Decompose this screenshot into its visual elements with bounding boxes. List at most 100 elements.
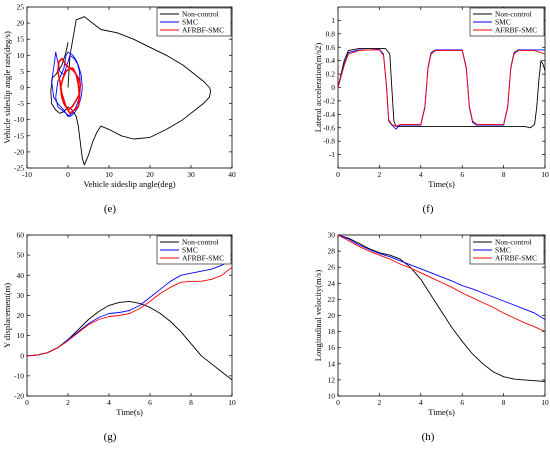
y-tick-label: 0 <box>331 83 335 92</box>
x-tick-label: 0 <box>25 398 29 407</box>
series-line-smc <box>338 235 545 320</box>
x-tick-label: 4 <box>419 398 423 407</box>
y-tick-label: -0.8 <box>323 137 335 146</box>
legend-label: AFRBF-SMC <box>182 26 224 35</box>
series-line-afrbf-smc <box>56 57 82 115</box>
panel-label: (h) <box>422 431 435 443</box>
y-tick-label: 60 <box>17 231 25 240</box>
legend-label: Non-control <box>182 238 219 247</box>
x-tick-label: 4 <box>419 170 423 179</box>
y-tick-label: 30 <box>328 231 336 240</box>
y-tick-label: 0.8 <box>326 29 336 38</box>
x-tick-label: 0 <box>336 170 340 179</box>
y-tick-label: 28 <box>328 247 336 256</box>
y-axis-label: Vehicle sideslip angle rate(deg/s) <box>2 31 12 144</box>
y-tick-label: 10 <box>17 331 25 340</box>
x-tick-label: 6 <box>460 398 464 407</box>
panel-label: (f) <box>423 203 434 215</box>
y-tick-label: 25 <box>17 3 25 12</box>
y-tick-label: -5 <box>18 99 24 108</box>
x-tick-label: 10 <box>228 398 236 407</box>
x-tick-label: 2 <box>378 170 382 179</box>
x-tick-label: 10 <box>541 398 549 407</box>
x-tick-label: -10 <box>22 170 32 179</box>
y-tick-label: 10 <box>17 51 25 60</box>
y-tick-label: 0 <box>20 351 24 360</box>
y-tick-label: -10 <box>14 371 24 380</box>
panel-label: (g) <box>104 431 117 443</box>
series-line-afrbf-smc <box>338 235 545 333</box>
legend-label: SMC <box>495 246 511 255</box>
y-tick-label: -15 <box>14 131 24 140</box>
series-line-non-control <box>338 48 545 129</box>
x-tick-label: 6 <box>148 398 152 407</box>
panel-label: (e) <box>104 203 117 215</box>
y-tick-label: 10 <box>328 392 336 401</box>
x-tick-label: 0 <box>66 170 70 179</box>
series-line-non-control <box>338 235 545 382</box>
x-tick-label: 40 <box>228 170 236 179</box>
y-tick-label: -0.2 <box>323 96 335 105</box>
y-tick-label: -0.4 <box>323 110 335 119</box>
y-tick-label: -10 <box>14 115 24 124</box>
x-tick-label: 30 <box>187 170 195 179</box>
x-axis-label: Time(s) <box>116 407 143 417</box>
y-tick-label: 12 <box>328 375 336 384</box>
y-tick-label: 18 <box>328 327 336 336</box>
x-tick-label: 4 <box>107 398 111 407</box>
y-tick-label: 20 <box>17 19 25 28</box>
legend-label: SMC <box>182 18 198 27</box>
x-axis-label: Vehicle sideslip angle(deg) <box>83 179 175 189</box>
legend-label: AFRBF-SMC <box>495 254 537 263</box>
y-axis-label: Longitudinal velocity(m/s) <box>313 270 323 362</box>
y-axis-label: Lateral acceleration(m/s2) <box>313 43 323 133</box>
y-tick-label: -0.6 <box>323 123 335 132</box>
x-tick-label: 10 <box>541 170 549 179</box>
y-tick-label: 0.4 <box>326 56 336 65</box>
y-tick-label: 5 <box>20 67 24 76</box>
series-line-non-control <box>50 16 212 166</box>
legend-label: AFRBF-SMC <box>495 26 537 35</box>
series-line-afrbf-smc <box>27 266 232 357</box>
x-tick-label: 8 <box>502 398 506 407</box>
y-tick-label: 50 <box>17 251 25 260</box>
y-tick-label: -1 <box>329 150 335 159</box>
x-tick-label: 8 <box>502 170 506 179</box>
y-tick-label: 0 <box>20 83 24 92</box>
y-tick-label: -25 <box>14 164 24 173</box>
y-tick-label: 30 <box>17 291 25 300</box>
y-tick-label: -20 <box>14 392 24 401</box>
legend-label: Non-control <box>495 238 532 247</box>
x-tick-label: 20 <box>146 170 154 179</box>
chart-panel-f: 0 2 4 6 8 10 -1 -0.8 -0.6 -0.4 -0.2 0 0.2 0.4 0.6 0.8 1 T… <box>313 6 549 215</box>
y-tick-label: 26 <box>328 263 336 272</box>
y-tick-label: 24 <box>328 279 336 288</box>
y-tick-label: 14 <box>328 359 336 368</box>
x-tick-label: 6 <box>460 170 464 179</box>
x-tick-label: 10 <box>105 170 113 179</box>
y-tick-label: 0.6 <box>326 43 336 52</box>
y-tick-label: 0.2 <box>326 70 336 79</box>
x-tick-label: 2 <box>378 398 382 407</box>
y-tick-label: 20 <box>328 311 336 320</box>
y-tick-label: -20 <box>14 147 24 156</box>
y-axis-label: Y displacement(m) <box>2 283 12 348</box>
legend-label: Non-control <box>182 10 219 19</box>
x-tick-label: 0 <box>336 398 340 407</box>
legend-label: Non-control <box>495 10 532 19</box>
y-tick-label: 15 <box>17 35 25 44</box>
legend-label: SMC <box>182 246 198 255</box>
x-tick-label: 2 <box>66 398 70 407</box>
legend-label: AFRBF-SMC <box>182 254 224 263</box>
series-line-smc <box>51 51 83 117</box>
series-line-afrbf-smc <box>338 49 545 127</box>
chart-panel-e: -10 0 10 20 30 40 -25 -20 -15 -10 -5 0 5 10 15 20 25 Vehi… <box>2 3 236 216</box>
chart-panel-h: 0 2 4 6 8 101012141618202224262830Time(s)Long… <box>313 231 549 444</box>
x-tick-label: 8 <box>189 398 193 407</box>
y-tick-label: 40 <box>17 271 25 280</box>
